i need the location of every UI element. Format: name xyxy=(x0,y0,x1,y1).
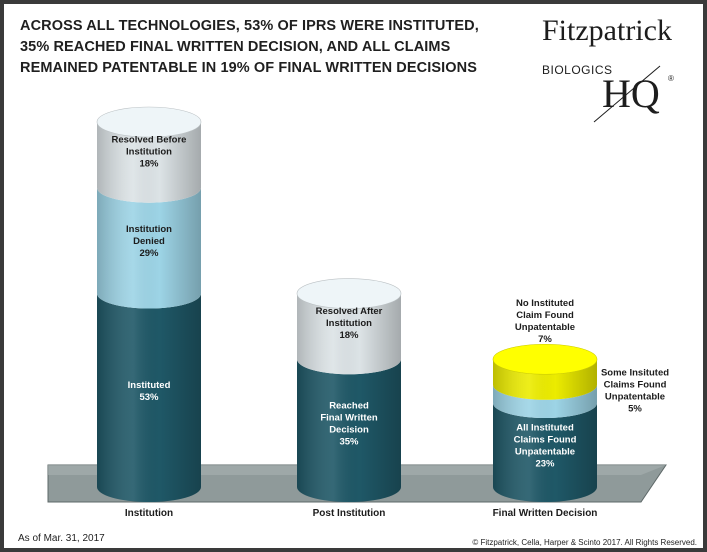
bar-segment-shading xyxy=(97,187,201,309)
category-label: Post Institution xyxy=(313,508,386,519)
segment-label-outside: Some Insituted Claims Found Unpatentable 5% xyxy=(601,367,669,414)
bar-segment xyxy=(296,278,402,375)
fitzpatrick-logo: Fitzpatrick BIOLOGICS HQ ® xyxy=(540,14,700,124)
logo-sub: BIOLOGICS xyxy=(542,63,613,77)
logo-hq: HQ xyxy=(602,71,660,116)
segment-label: Resolved Before Institution 18% xyxy=(112,134,187,169)
bar-segment-shading xyxy=(97,122,201,203)
segment-label: Resolved After Institution 18% xyxy=(316,306,383,341)
segment-label: Institution Denied 29% xyxy=(126,224,172,259)
bar-top-cap xyxy=(492,343,598,375)
bar-segment xyxy=(492,343,598,400)
category-label: Final Written Decision xyxy=(493,508,598,519)
segment-label: Reached Final Written Decision 35% xyxy=(320,401,378,448)
title-line: ACROSS ALL TECHNOLOGIES, 53% OF IPRS WER… xyxy=(20,18,479,34)
segment-label-outside: No Instituted Claim Found Unpatentable 7% xyxy=(515,298,575,345)
segment-label: Instituted 53% xyxy=(128,380,171,403)
bar-segment-shading xyxy=(493,359,597,400)
logo-registered-mark: ® xyxy=(668,74,674,83)
bar-segment-shading xyxy=(493,403,597,502)
title-line: REMAINED PATENTABLE IN 19% OF FINAL WRIT… xyxy=(20,60,477,76)
bar-segment-shading xyxy=(297,359,401,502)
bar-segment-shading xyxy=(493,384,597,419)
copyright-notice: © Fitzpatrick, Cella, Harper & Scinto 20… xyxy=(472,538,697,547)
bar-segment xyxy=(97,187,201,309)
bar-segment xyxy=(297,359,401,502)
logo-slash-icon xyxy=(593,65,661,123)
logo-name: Fitzpatrick xyxy=(542,14,672,47)
bar-top-cap xyxy=(296,278,402,309)
segment-label: All Instituted Claims Found Unpatentable 23… xyxy=(514,423,577,470)
bar-segment-shading xyxy=(297,293,401,375)
bar-segment xyxy=(493,384,597,419)
title-line: 35% REACHED FINAL WRITTEN DECISION, AND … xyxy=(20,39,451,55)
as-of-date: As of Mar. 31, 2017 xyxy=(18,533,105,544)
slide-title: ACROSS ALL TECHNOLOGIES, 53% OF IPRS WER… xyxy=(20,16,500,79)
category-label: Institution xyxy=(125,508,173,519)
bar-segment xyxy=(493,403,597,502)
bar-top-cap xyxy=(96,106,202,138)
bar-segment xyxy=(96,106,202,203)
bar-segment-shading xyxy=(97,293,201,502)
bar-segment xyxy=(97,293,201,502)
